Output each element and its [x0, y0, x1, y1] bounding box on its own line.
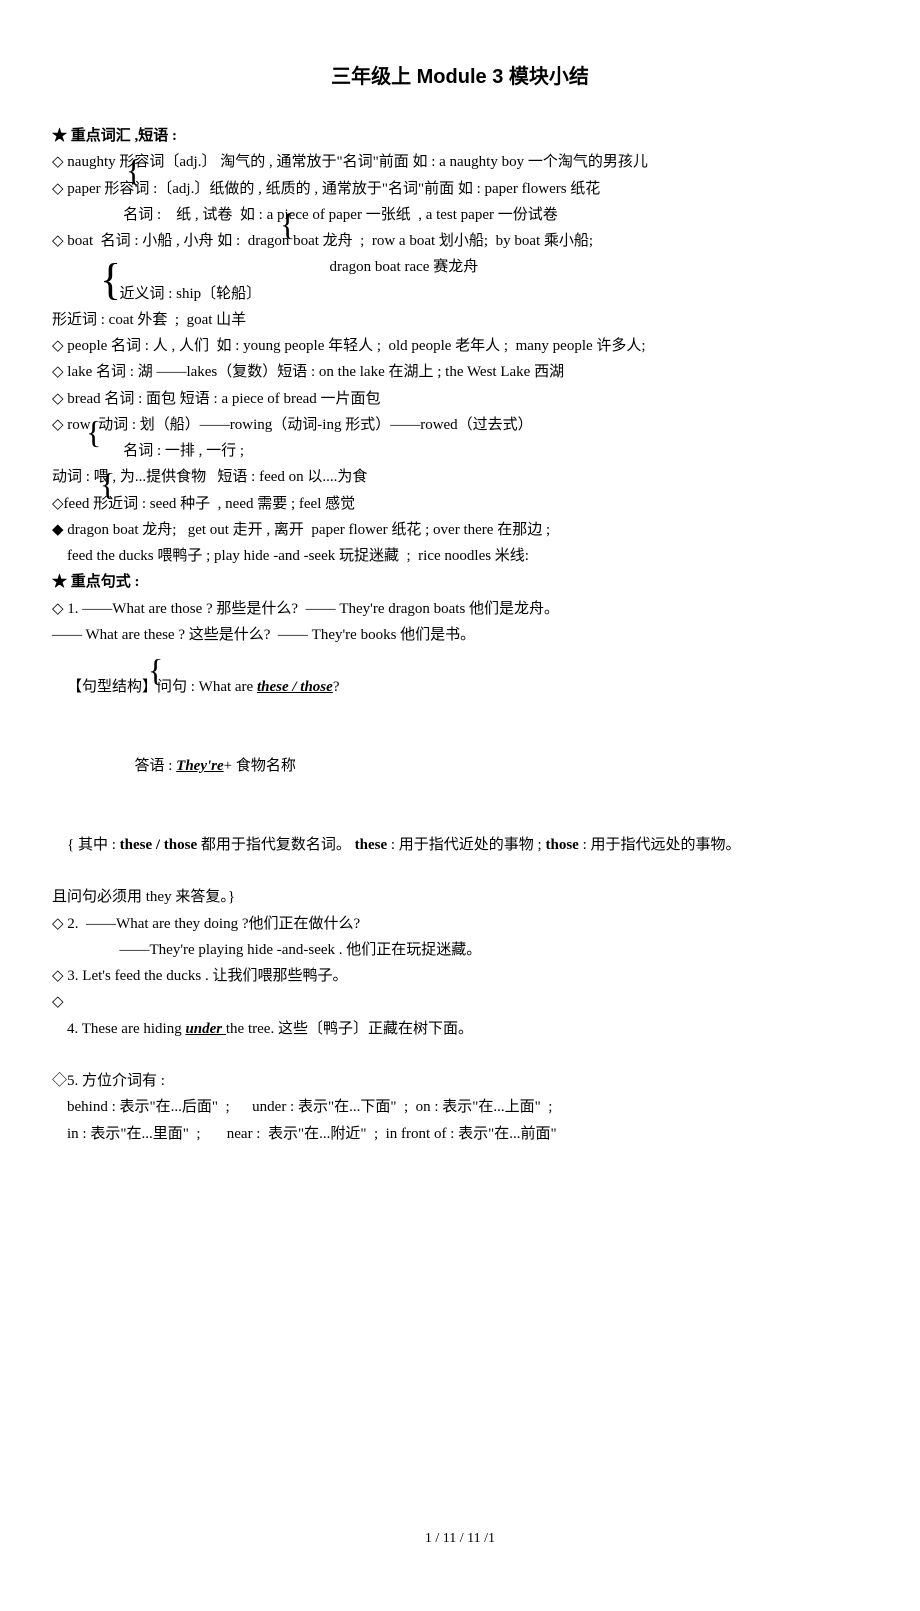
bold-text: those: [545, 837, 578, 853]
section-header-vocab: ★ 重点词汇 ,短语 :: [52, 123, 868, 149]
sentence-line: 【句型结构】问句 : What are these / those?: [52, 648, 868, 727]
vocab-line: ◇feed 形近词 : seed 种子 , need 需要 ; feel 感觉: [52, 491, 868, 517]
sentence-line: { 其中 : these / those 都用于指代复数名词。 these : …: [52, 806, 868, 885]
sentence-line: 3. Let's feed the ducks . 让我们喂那些鸭子。: [52, 963, 868, 989]
vocab-line: dragon boat race 赛龙舟: [52, 254, 868, 280]
underlined-text: these / those: [257, 679, 333, 695]
vocab-line: 动词 : 喂 , 为...提供食物 短语 : feed on 以....为食: [52, 464, 868, 490]
vocab-line: people 名词 : 人 , 人们 如 : young people 年轻人 …: [52, 333, 868, 359]
sentence-line: in : 表示"在...里面" ; near : 表示"在...附近" ; in…: [52, 1121, 868, 1147]
bold-text: these / those: [120, 837, 198, 853]
text: : 用于指代远处的事物。: [579, 837, 741, 853]
vocab-line: naughty 形容词〔adj.〕 淘气的 , 通常放于"名词"前面 如 : a…: [52, 149, 868, 175]
underlined-text: They're: [176, 758, 223, 774]
text: the tree. 这些〔鸭子〕正藏在树下面。: [226, 1021, 473, 1037]
text: 都用于指代复数名词。: [197, 837, 355, 853]
text: ?: [333, 679, 340, 695]
text: : 用于指代近处的事物 ;: [387, 837, 545, 853]
vocab-line: 名词 : 一排 , 一行 ;: [52, 438, 868, 464]
vocab-line: boat 名词 : 小船 , 小舟 如 : dragon boat 龙舟 ; r…: [52, 228, 868, 254]
vocab-line: feed the ducks 喂鸭子 ; play hide -and -see…: [52, 543, 868, 569]
text: { 其中 :: [67, 837, 120, 853]
text: + 食物名称: [224, 758, 296, 774]
text: 答语 :: [120, 758, 177, 774]
vocab-line: lake 名词 : 湖 ——lakes（复数）短语 : on the lake …: [52, 359, 868, 385]
bold-text: these: [355, 837, 388, 853]
page-title: 三年级上 Module 3 模块小结: [52, 60, 868, 95]
section-header-sentence: ★ 重点句式 :: [52, 569, 868, 595]
vocab-line: 名词 : 纸 , 试卷 如 : a piece of paper 一张纸 , a…: [52, 202, 868, 228]
vocab-line: bread 名词 : 面包 短语 : a piece of bread 一片面包: [52, 386, 868, 412]
sentence-line: 2. ——What are they doing ?他们正在做什么?: [52, 911, 868, 937]
vocab-line: 形近词 : coat 外套 ; goat 山羊: [52, 307, 868, 333]
vocab-line: dragon boat 龙舟; get out 走开 , 离开 paper fl…: [52, 517, 868, 543]
sentence-line: behind : 表示"在...后面" ; under : 表示"在...下面"…: [52, 1094, 868, 1120]
page-footer: 1 / 11 / 11 /1: [52, 1527, 868, 1552]
underlined-text: under: [185, 1021, 225, 1037]
vocab-line: row 动词 : 划（船）——rowing（动词-ing 形式）——rowed（…: [52, 412, 868, 438]
vocab-line: 近义词 : ship〔轮船〕: [52, 281, 868, 307]
sentence-line: 答语 : They're+ 食物名称: [52, 727, 868, 806]
vocab-line: paper 形容词 :〔adj.〕纸做的 , 纸质的 , 通常放于"名词"前面 …: [52, 176, 868, 202]
sentence-line: 且问句必须用 they 来答复。}: [52, 884, 868, 910]
sentence-line: ——They're playing hide -and-seek . 他们正在玩…: [52, 937, 868, 963]
sentence-line: ◇5. 方位介词有 :: [52, 1068, 868, 1094]
text: 【句型结构】问句 : What are: [67, 679, 257, 695]
document-body: { { { { { { 三年级上 Module 3 模块小结 ★ 重点词汇 ,短…: [52, 60, 868, 1551]
sentence-line: 1. ——What are those ? 那些是什么? —— They're …: [52, 596, 868, 622]
sentence-line: 4. These are hiding under the tree. 这些〔鸭…: [52, 989, 868, 1068]
text: 4. These are hiding: [67, 1021, 185, 1037]
sentence-line: —— What are these ? 这些是什么? —— They're bo…: [52, 622, 868, 648]
